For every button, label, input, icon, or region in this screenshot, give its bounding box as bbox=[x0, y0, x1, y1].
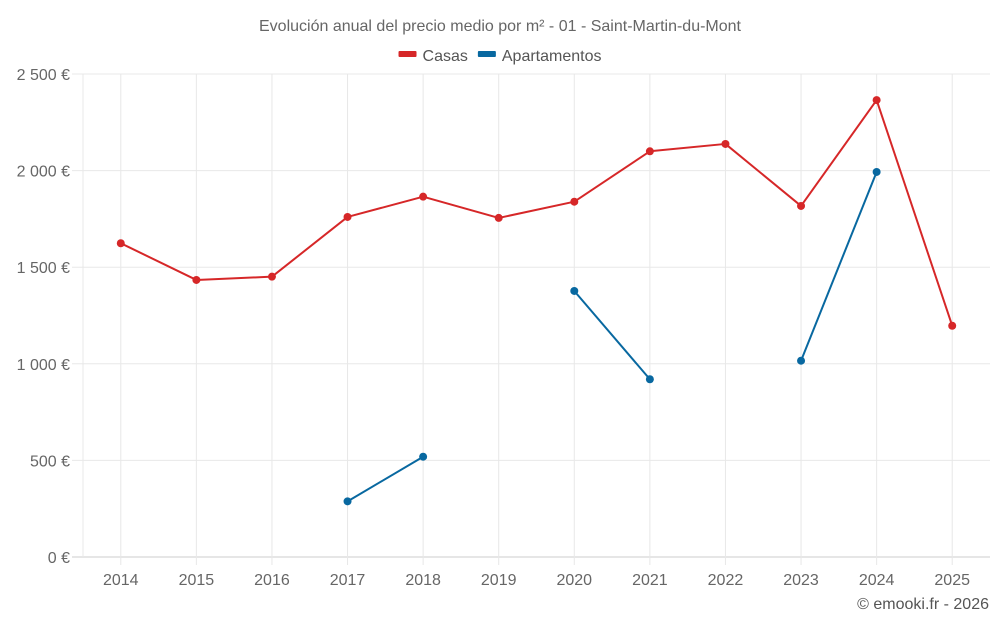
data-point bbox=[645, 147, 654, 156]
legend-swatch bbox=[398, 51, 417, 57]
data-point bbox=[494, 213, 503, 222]
data-point bbox=[116, 239, 125, 248]
chart-title: Evolución anual del precio medio por m² … bbox=[259, 18, 742, 35]
data-point bbox=[570, 286, 579, 295]
y-tick-label: 1 500 € bbox=[17, 260, 70, 277]
data-point bbox=[419, 452, 428, 461]
y-tick-label: 500 € bbox=[30, 453, 70, 470]
x-tick-label: 2025 bbox=[934, 572, 970, 589]
series-line-segment bbox=[120, 99, 954, 327]
x-tick-label: 2017 bbox=[330, 572, 366, 589]
x-tick-label: 2014 bbox=[103, 572, 139, 589]
x-tick-label: 2018 bbox=[405, 572, 441, 589]
y-tick-label: 0 € bbox=[48, 550, 70, 567]
data-point bbox=[419, 192, 428, 201]
copyright-footer: © emooki.fr - 2026 bbox=[857, 596, 989, 613]
data-point bbox=[797, 356, 806, 365]
data-point bbox=[948, 321, 957, 330]
legend-label: Casas bbox=[423, 48, 468, 65]
x-tick-label: 2022 bbox=[708, 572, 744, 589]
series-group bbox=[116, 96, 957, 506]
x-tick-label: 2023 bbox=[783, 572, 819, 589]
data-point bbox=[343, 212, 352, 221]
x-axis: 2014 2015 2016 2017 2018 2019 2020 2021 2022 2023… bbox=[103, 572, 970, 589]
x-tick-label: 2024 bbox=[859, 572, 895, 589]
data-point bbox=[872, 96, 881, 105]
series-line-segment bbox=[800, 171, 878, 362]
data-point bbox=[192, 275, 201, 284]
grid bbox=[72, 73, 990, 565]
legend: Casas Apartamentos bbox=[398, 48, 602, 65]
data-point bbox=[267, 272, 276, 281]
x-tick-label: 2019 bbox=[481, 572, 517, 589]
x-tick-label: 2015 bbox=[179, 572, 215, 589]
series-line-segment bbox=[347, 455, 424, 503]
data-point bbox=[570, 197, 579, 206]
legend-swatch bbox=[477, 51, 496, 57]
data-point bbox=[721, 139, 730, 148]
y-tick-label: 1 000 € bbox=[17, 357, 70, 374]
series-apartamentos bbox=[343, 167, 881, 506]
y-tick-label: 2 500 € bbox=[17, 67, 70, 84]
data-point bbox=[645, 375, 654, 384]
legend-label: Apartamentos bbox=[502, 48, 602, 65]
y-axis: 0 € 500 € 1 000 € 1 500 € 2 000 € 2 500 € bbox=[17, 67, 70, 567]
x-tick-label: 2021 bbox=[632, 572, 668, 589]
x-tick-label: 2016 bbox=[254, 572, 290, 589]
data-point bbox=[343, 497, 352, 506]
series-casas bbox=[116, 96, 957, 330]
series-line-segment bbox=[573, 290, 651, 380]
y-tick-label: 2 000 € bbox=[17, 164, 70, 181]
data-point bbox=[797, 201, 806, 210]
data-point bbox=[872, 167, 881, 176]
x-tick-label: 2020 bbox=[556, 572, 592, 589]
